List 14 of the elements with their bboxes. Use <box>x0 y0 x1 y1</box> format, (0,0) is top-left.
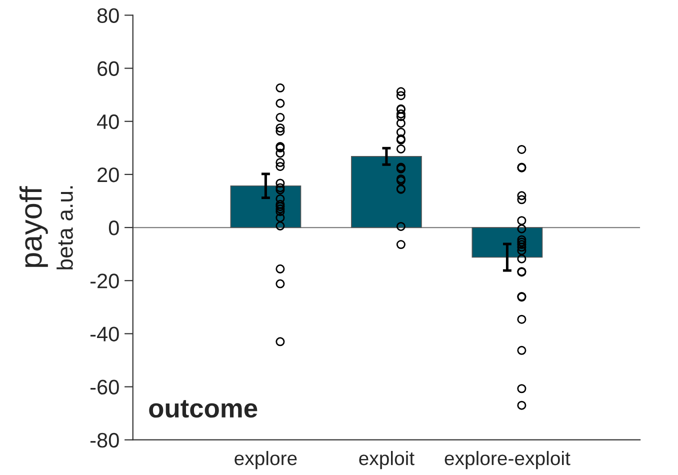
y-tick-label: 60 <box>98 61 119 76</box>
y-tick-label: -60 <box>90 380 119 395</box>
x-tick-label: explore-exploit <box>444 450 570 470</box>
y-tick-label: -40 <box>90 326 119 342</box>
annotation: outcome <box>149 400 258 418</box>
y-tick-label: 80 <box>97 8 119 23</box>
y-tick-label: -20 <box>90 274 119 288</box>
y-axis-title: payoff beta a.u. <box>19 186 73 270</box>
y-tick-label: -80 <box>90 432 119 448</box>
y-tick-label: 20 <box>98 167 119 182</box>
y-tick-label: 0 <box>108 220 119 236</box>
y-tick-label: 40 <box>97 114 119 130</box>
x-tick-label: explore <box>234 450 297 470</box>
x-tick-label: exploit <box>359 450 414 470</box>
